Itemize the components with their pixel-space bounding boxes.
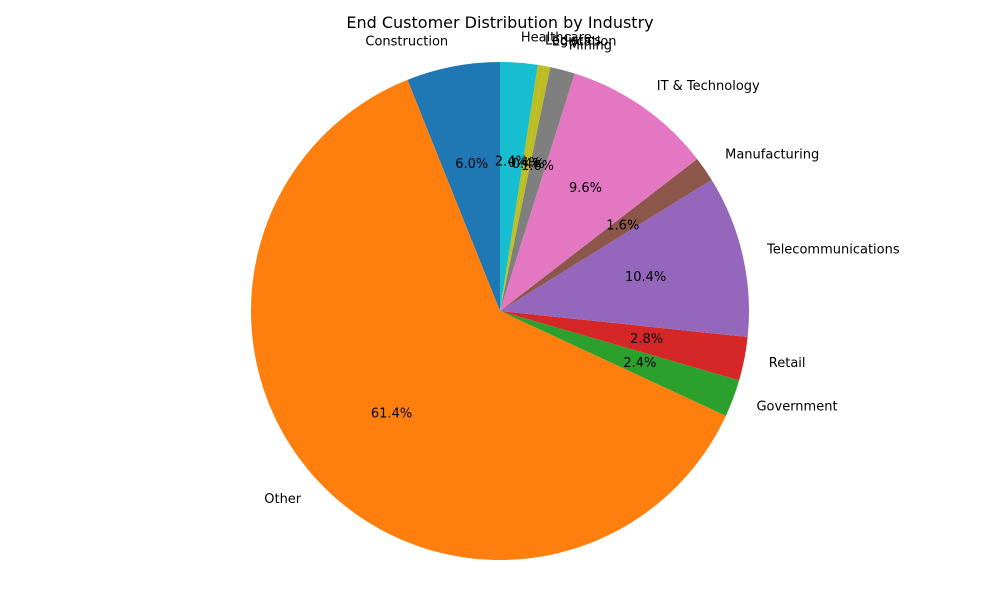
percent-label-government: 2.4% — [623, 356, 656, 371]
pie-slice-healthcare — [500, 62, 538, 311]
percent-label-healthcare: 2.4% — [495, 155, 528, 170]
category-label-retail: Retail — [769, 356, 806, 371]
pie-slice-it-technology — [500, 73, 698, 311]
category-label-mining: Mining — [569, 38, 612, 53]
category-label-healthcare: Healthcare — [521, 30, 592, 45]
category-label-other: Other — [264, 492, 302, 507]
pie-slice-retail — [500, 311, 748, 381]
percent-label-retail: 2.8% — [630, 332, 663, 347]
pie-slice-telecommunications — [500, 179, 749, 338]
pie-slice-other — [250, 79, 726, 560]
pie-slice-mining — [500, 67, 575, 312]
pie-slice-education — [500, 65, 551, 311]
category-label-government: Government — [756, 400, 837, 415]
pie-slice-construction — [407, 62, 500, 311]
percent-label-telecommunications: 10.4% — [625, 270, 666, 285]
percent-label-other: 61.4% — [371, 406, 412, 421]
category-label-construction: Construction — [365, 35, 448, 50]
percent-label-logistics: 0.4% — [508, 156, 541, 171]
category-label-manufacturing: Manufacturing — [725, 147, 819, 162]
chart-title: End Customer Distribution by Industry — [346, 13, 653, 32]
category-label-it-technology: IT & Technology — [657, 79, 760, 94]
percent-label-education: 0.4% — [512, 157, 545, 172]
pie-category-labels: Construction Other Government Retail Telecom… — [264, 30, 900, 506]
pie-slice-government — [500, 311, 740, 416]
pie-percent-labels: 6.0%61.4%2.4%2.8%10.4%1.6%9.6%1.6%0.4%0.… — [371, 155, 666, 422]
category-label-education: Education — [552, 35, 617, 50]
pie-slice-logistics — [500, 64, 545, 311]
pie-slice-manufacturing — [500, 158, 712, 311]
percent-label-construction: 6.0% — [455, 157, 488, 172]
percent-label-mining: 1.6% — [521, 159, 554, 174]
category-label-telecommunications: Telecommunications — [766, 242, 900, 257]
category-label-logistics: Logistics — [545, 33, 601, 48]
pie-slices — [250, 62, 749, 560]
percent-label-manufacturing: 1.6% — [606, 218, 639, 233]
percent-label-it-technology: 9.6% — [569, 181, 602, 196]
